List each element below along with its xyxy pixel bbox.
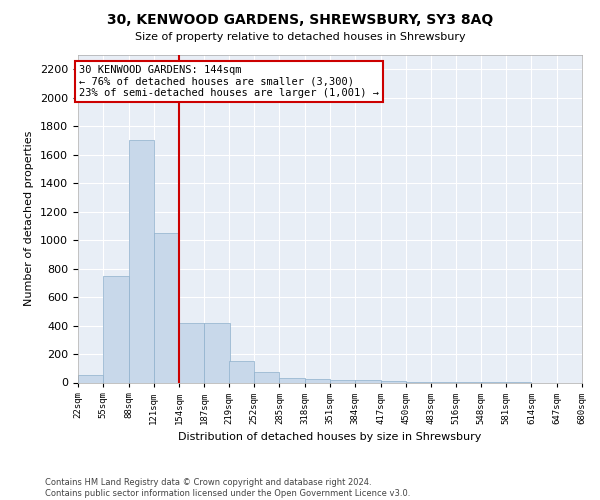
Y-axis label: Number of detached properties: Number of detached properties <box>25 131 34 306</box>
Text: 30 KENWOOD GARDENS: 144sqm
← 76% of detached houses are smaller (3,300)
23% of s: 30 KENWOOD GARDENS: 144sqm ← 76% of deta… <box>79 65 379 98</box>
Bar <box>254 372 280 382</box>
Bar <box>78 376 103 382</box>
Bar <box>154 233 179 382</box>
Text: Contains HM Land Registry data © Crown copyright and database right 2024.
Contai: Contains HM Land Registry data © Crown c… <box>45 478 410 498</box>
Text: 30, KENWOOD GARDENS, SHREWSBURY, SY3 8AQ: 30, KENWOOD GARDENS, SHREWSBURY, SY3 8AQ <box>107 12 493 26</box>
Bar <box>229 361 254 382</box>
Bar <box>380 381 406 382</box>
Bar <box>205 322 230 382</box>
Bar <box>179 322 205 382</box>
Bar <box>355 380 380 382</box>
Text: Size of property relative to detached houses in Shrewsbury: Size of property relative to detached ho… <box>134 32 466 42</box>
Bar <box>128 140 154 382</box>
X-axis label: Distribution of detached houses by size in Shrewsbury: Distribution of detached houses by size … <box>178 432 482 442</box>
Bar <box>103 276 128 382</box>
Bar <box>330 380 355 382</box>
Bar <box>280 378 305 382</box>
Bar <box>305 379 330 382</box>
